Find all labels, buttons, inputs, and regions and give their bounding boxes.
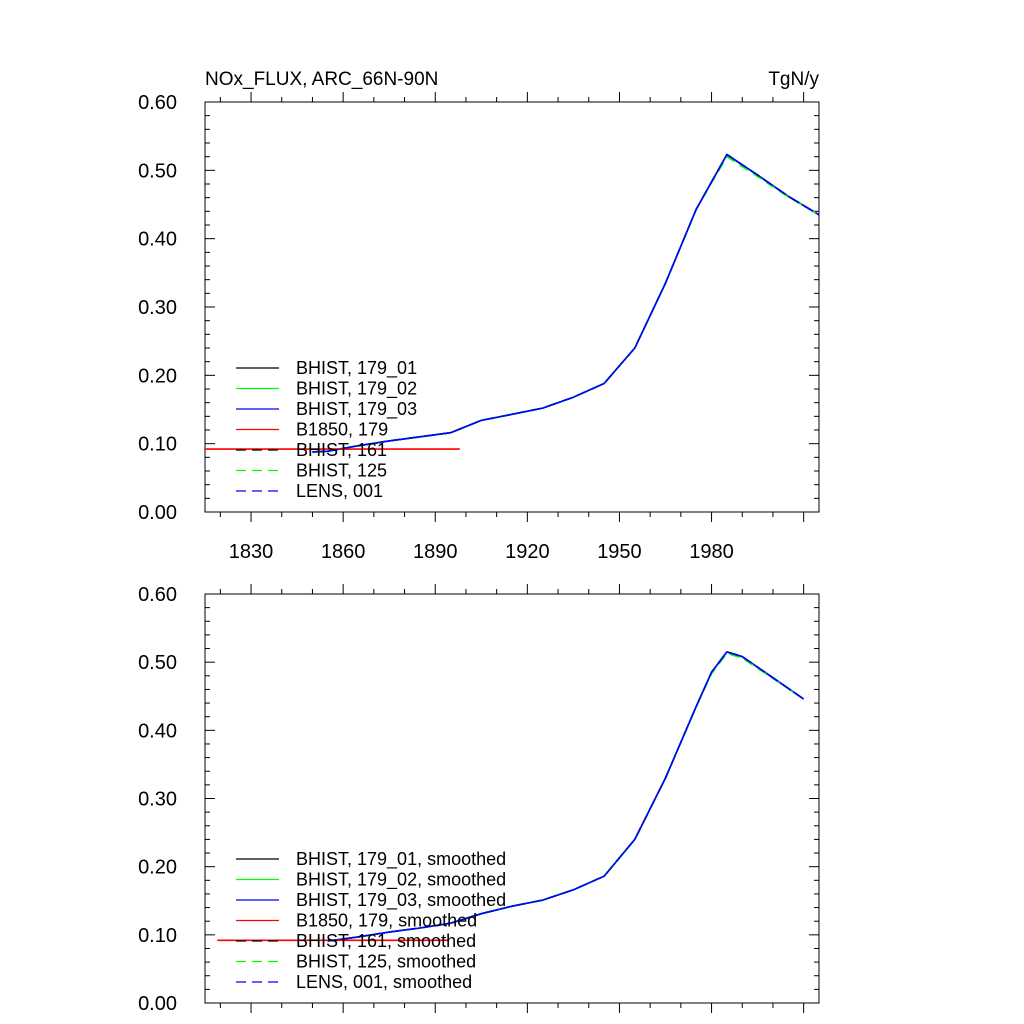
y-tick-label: 0.10 xyxy=(138,434,177,456)
y-tick-label: 0.00 xyxy=(138,993,177,1015)
y-tick-label: 0.30 xyxy=(138,297,177,319)
y-tick-label: 0.30 xyxy=(138,789,177,811)
legend-label: BHIST, 179_03 xyxy=(296,399,417,420)
legend-label: B1850, 179, smoothed xyxy=(296,911,477,931)
legend-label: BHIST, 161 xyxy=(296,440,387,460)
y-tick-label: 0.60 xyxy=(138,92,177,114)
legend-label: LENS, 001, smoothed xyxy=(296,972,472,992)
x-tick-label: 1980 xyxy=(689,541,734,563)
y-tick-label: 0.10 xyxy=(138,925,177,947)
y-axis: 0.00 0.10 0.20 0.30 0.40 0.50 0.60 xyxy=(138,92,819,524)
series-lines xyxy=(205,153,820,453)
legend-label: BHIST, 125 xyxy=(296,461,387,481)
y-tick-label: 0.40 xyxy=(138,720,177,742)
series-line xyxy=(327,651,805,942)
bottom-panel: 0.00 0.10 0.20 0.30 0.40 0.50 0.60 BHIST, 179_0… xyxy=(138,584,820,1015)
y-tick-label: 0.00 xyxy=(138,502,177,524)
legend-label: BHIST, 179_01 xyxy=(296,358,417,379)
legend-label: LENS, 001 xyxy=(296,481,383,501)
legend-label: BHIST, 125, smoothed xyxy=(296,952,476,972)
y-axis: 0.00 0.10 0.20 0.30 0.40 0.50 0.60 xyxy=(138,584,819,1015)
y-tick-label: 0.50 xyxy=(138,160,177,182)
chart-title: NOx_FLUX, ARC_66N-90N xyxy=(205,69,438,90)
x-tick-label: 1860 xyxy=(321,541,366,563)
x-tick-label: 1890 xyxy=(413,541,458,563)
y-tick-label: 0.20 xyxy=(138,365,177,387)
series-line xyxy=(312,153,820,453)
y-tick-label: 0.40 xyxy=(138,229,177,251)
legend-label: BHIST, 179_02, smoothed xyxy=(296,870,506,891)
legend-label: B1850, 179 xyxy=(296,420,388,440)
legend-label: BHIST, 179_03, smoothed xyxy=(296,890,506,911)
y-tick-label: 0.60 xyxy=(138,584,177,606)
x-tick-label: 1920 xyxy=(505,541,550,563)
legend-label: BHIST, 179_01, smoothed xyxy=(296,849,506,870)
y-tick-label: 0.50 xyxy=(138,652,177,674)
x-axis xyxy=(219,584,805,1013)
units-label: TgN/y xyxy=(768,69,819,90)
top-panel: 0.00 0.10 0.20 0.30 0.40 0.50 0.60 1830 1860 1890… xyxy=(138,69,820,563)
legend-label: BHIST, 161, smoothed xyxy=(296,931,476,951)
legend-label: BHIST, 179_02 xyxy=(296,379,417,400)
series-lines xyxy=(217,651,805,942)
x-tick-label: 1950 xyxy=(597,541,642,563)
x-tick-label: 1830 xyxy=(229,541,274,563)
x-axis: 1830 1860 1890 1920 1950 1980 xyxy=(219,92,805,563)
y-tick-label: 0.20 xyxy=(138,857,177,879)
